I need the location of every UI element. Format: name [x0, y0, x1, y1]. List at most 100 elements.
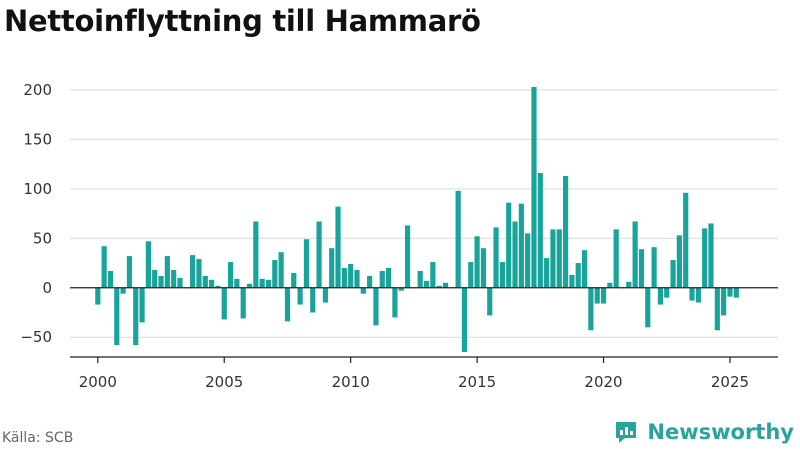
bar — [556, 229, 562, 288]
bar — [107, 270, 114, 288]
bar — [594, 287, 600, 304]
bar — [392, 287, 398, 318]
bar — [708, 223, 714, 288]
bar — [202, 275, 208, 288]
bar — [246, 283, 253, 288]
axes: −50 0 50 100 150 200 2000 2005 2010 2015 2020 2025 — [20, 81, 778, 391]
y-tick-label: 50 — [33, 229, 52, 247]
bar — [398, 287, 404, 291]
bar — [190, 255, 196, 288]
gridlines — [70, 89, 778, 338]
bar — [303, 239, 310, 288]
bar — [297, 287, 303, 305]
bar — [171, 269, 177, 288]
bar — [657, 287, 664, 305]
bar — [373, 287, 379, 326]
y-tick-label: 0 — [42, 279, 52, 297]
bar — [284, 287, 291, 322]
bar — [227, 262, 234, 288]
brand-name: Newsworthy — [647, 420, 794, 444]
bar — [563, 175, 569, 288]
bar — [404, 225, 411, 288]
bar — [695, 287, 701, 303]
x-tick-label: 2005 — [205, 373, 243, 391]
x-tick-label: 2000 — [79, 373, 117, 391]
bar — [550, 229, 556, 288]
bar — [259, 278, 265, 288]
bar — [487, 287, 493, 316]
bar — [664, 287, 670, 298]
bar — [101, 246, 107, 288]
bar — [461, 287, 468, 353]
bar — [474, 236, 480, 288]
bar — [196, 259, 202, 288]
bar — [645, 287, 651, 328]
bar — [291, 272, 297, 288]
bar — [499, 262, 505, 288]
bar — [423, 280, 430, 288]
y-tick-label: 100 — [23, 180, 52, 198]
bar — [733, 287, 739, 298]
bar — [272, 260, 278, 288]
bar — [569, 274, 575, 288]
y-tick-label: −50 — [20, 328, 52, 346]
bar — [651, 247, 657, 288]
bars — [95, 86, 739, 353]
bar — [133, 287, 139, 346]
bar — [278, 252, 284, 288]
bar — [607, 282, 613, 288]
source-label: Källa: SCB — [2, 430, 74, 446]
bar — [430, 262, 436, 288]
bar — [322, 287, 328, 303]
x-tick-label: 2020 — [584, 373, 622, 391]
bar — [240, 287, 246, 319]
chart-title: Nettoinflyttning till Hammarö — [4, 4, 481, 38]
bar — [683, 192, 689, 288]
bar — [152, 269, 158, 288]
bar — [348, 264, 354, 288]
bar — [613, 229, 619, 288]
bar — [506, 202, 512, 288]
bar — [714, 287, 720, 331]
bar — [518, 203, 524, 288]
bar — [676, 235, 682, 288]
bar — [721, 287, 727, 316]
bar — [626, 281, 632, 288]
bar — [360, 287, 366, 294]
bar — [632, 221, 638, 288]
bar — [114, 287, 120, 346]
bar — [493, 227, 499, 288]
bar — [126, 256, 133, 288]
bar — [670, 260, 676, 288]
bar — [588, 287, 594, 331]
x-tick-label: 2015 — [458, 373, 496, 391]
bar — [354, 269, 360, 288]
bar — [310, 287, 316, 313]
bar — [234, 278, 240, 288]
bar — [367, 275, 373, 288]
bar — [638, 249, 645, 288]
x-tick-label: 2010 — [332, 373, 370, 391]
bar — [335, 206, 341, 288]
bar — [575, 263, 581, 288]
bar — [215, 285, 221, 288]
bar — [581, 250, 588, 288]
bar — [537, 172, 543, 288]
bar — [544, 258, 550, 288]
y-tick-label: 200 — [23, 81, 52, 99]
bar — [480, 248, 487, 288]
bar — [417, 270, 423, 288]
bar — [379, 270, 385, 288]
bar — [689, 287, 695, 301]
bar — [164, 256, 170, 288]
bar — [341, 267, 347, 288]
bar — [177, 277, 183, 288]
newsworthy-chart-bubble-icon — [616, 422, 637, 443]
bar — [442, 282, 449, 288]
bar — [386, 267, 392, 288]
bar — [209, 279, 215, 288]
bar — [329, 248, 335, 288]
bar — [531, 86, 537, 288]
bar — [120, 287, 126, 294]
bar — [512, 221, 518, 288]
